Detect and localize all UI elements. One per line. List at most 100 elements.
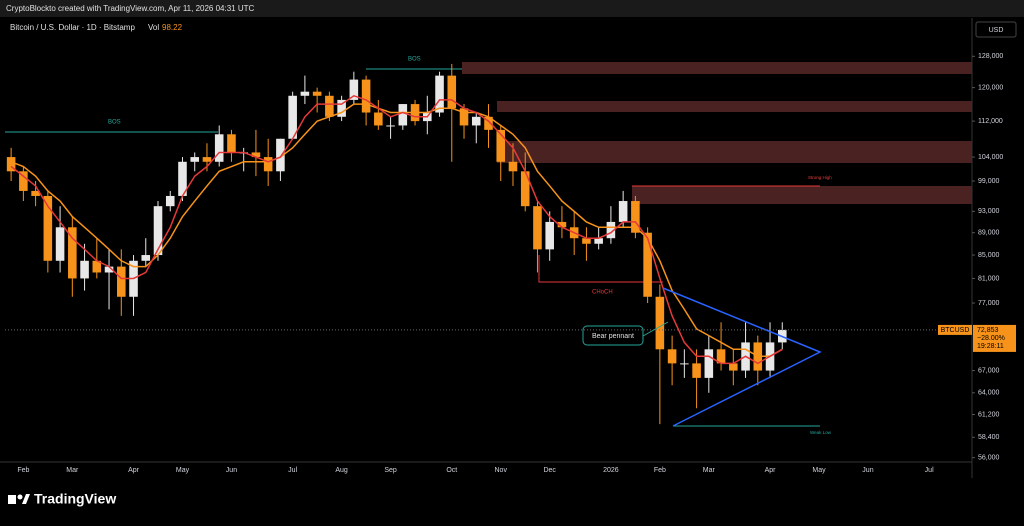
candle-body (43, 195, 53, 261)
candle-body (349, 79, 359, 100)
y-tick-label: 120,000 (978, 84, 1003, 91)
candle-body (153, 206, 163, 256)
pennant-triangle (662, 287, 822, 427)
symbol-title: Bitcoin / U.S. Dollar · 1D · Bitstamp (10, 23, 135, 32)
candle-body (374, 112, 383, 126)
candle-body (68, 227, 77, 279)
callout-box (582, 325, 644, 346)
choch-label: CHoCH (592, 290, 613, 296)
x-tick-label: Apr (128, 467, 140, 474)
callout-text: Bear pennant (592, 333, 634, 340)
candle-body (386, 125, 395, 127)
candle-body (80, 260, 89, 279)
credit: CryptoBlockto created with TradingView.c… (6, 4, 255, 13)
candle-body (227, 134, 236, 153)
y-tick-label: 64,000 (978, 390, 1000, 397)
x-tick-label: Mar (703, 467, 716, 474)
x-tick-label: Jun (226, 467, 237, 474)
supply-zone (462, 62, 972, 74)
x-tick-label: Apr (765, 467, 777, 474)
candle-body (582, 238, 591, 244)
candle-body (704, 349, 714, 378)
candle-body (533, 206, 542, 250)
candle-body (606, 221, 616, 239)
currency-button[interactable] (975, 21, 1017, 38)
header-bar (0, 0, 1024, 17)
volume-value: 98.22 (162, 23, 183, 32)
moving-average (10, 103, 783, 358)
x-tick-label: Mar (66, 467, 79, 474)
candle-body (680, 363, 689, 365)
bos-label: BOS (408, 57, 421, 63)
candle-body (545, 221, 554, 250)
y-tick-label: 56,000 (978, 454, 1000, 461)
y-tick-label: 89,000 (978, 230, 1000, 237)
y-tick-label: 81,000 (978, 275, 1000, 282)
x-tick-label: May (176, 467, 190, 474)
candle-body (643, 232, 652, 297)
strong-high-label: Strong High (808, 175, 832, 180)
choch-line (538, 255, 663, 283)
candle-body (19, 171, 28, 191)
candle-body (459, 108, 469, 126)
volume-label: Vol (148, 23, 159, 32)
candle-body (55, 227, 65, 261)
candle-body (178, 161, 187, 196)
candle-body (6, 157, 16, 172)
price-tag-countdown: 19:28:11 (977, 343, 1004, 350)
plot (6, 63, 787, 425)
candle-body (276, 138, 285, 172)
candle-body (496, 129, 506, 162)
x-tick-label: Jul (288, 467, 297, 474)
y-tick-label: 61,200 (978, 411, 1000, 418)
candle-body (190, 157, 200, 162)
candle-body (202, 157, 212, 162)
x-tick-label: Jul (925, 467, 934, 474)
x-tick-label: Aug (335, 467, 348, 474)
y-tick-label: 77,000 (978, 300, 1000, 307)
candle-body (300, 91, 310, 96)
supply-zone (497, 101, 972, 112)
y-tick-label: 58,400 (978, 434, 1000, 441)
candle-body (92, 260, 102, 273)
footer (0, 478, 1024, 521)
y-tick-label: 85,000 (978, 252, 1000, 259)
y-tick-label: 99,000 (978, 178, 1000, 185)
candle-body (618, 201, 628, 222)
candle-body (325, 95, 334, 117)
candle-body (214, 134, 224, 162)
candle-body (435, 75, 444, 113)
y-tick-label: 67,000 (978, 367, 1000, 374)
candle-body (631, 201, 640, 233)
candle-body (594, 238, 603, 244)
x-tick-label: Feb (17, 467, 29, 474)
symbol-tag (938, 324, 972, 335)
logo-mark (17, 494, 23, 500)
candle-body (557, 221, 567, 228)
candle-body (729, 363, 738, 371)
supply-zone (632, 186, 972, 204)
candle-body (312, 91, 322, 96)
symbol-tag-text: BTCUSD (941, 327, 970, 334)
x-tick-label: Oct (446, 467, 457, 474)
candle-body (447, 75, 457, 109)
logo-mark (8, 495, 16, 504)
price-tag-change: −28.00% (977, 335, 1005, 342)
y-tick-label: 112,000 (978, 118, 1003, 125)
candle-body (288, 95, 297, 139)
y-tick-label: 128,000 (978, 53, 1003, 60)
candle-body (484, 116, 493, 130)
candle-body (361, 79, 371, 113)
price-tag (973, 324, 1016, 352)
x-tick-label: Sep (384, 467, 397, 474)
candle-body (337, 99, 346, 117)
candle-body (655, 296, 665, 350)
candle-body (520, 171, 530, 207)
candle-body (716, 349, 726, 364)
x-tick-label: 2026 (603, 467, 619, 474)
candle-body (471, 116, 481, 126)
candle-body (141, 255, 151, 261)
candle-body (398, 104, 408, 126)
